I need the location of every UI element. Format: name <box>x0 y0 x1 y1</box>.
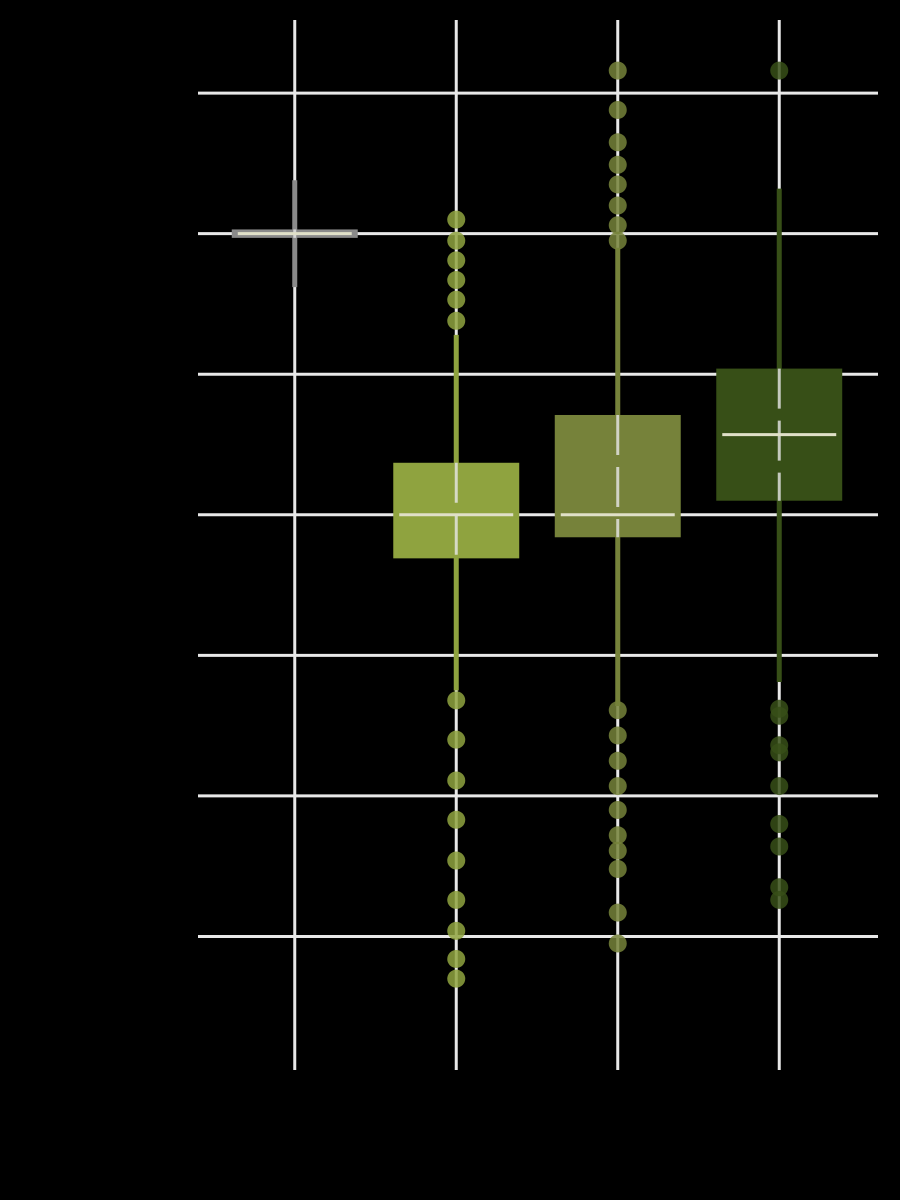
outlier <box>447 210 466 229</box>
outlier <box>608 859 627 878</box>
outlier <box>447 921 466 940</box>
outlier <box>447 311 466 330</box>
outlier <box>770 890 789 909</box>
outlier <box>608 826 627 845</box>
outlier <box>447 691 466 710</box>
outlier <box>447 890 466 909</box>
outlier <box>608 100 627 119</box>
outlier <box>770 61 789 80</box>
outlier <box>447 810 466 829</box>
outlier <box>608 175 627 194</box>
outlier <box>608 934 627 953</box>
outlier <box>447 271 466 290</box>
outlier <box>447 290 466 309</box>
outlier <box>447 251 466 270</box>
outlier <box>608 777 627 796</box>
outlier <box>447 969 466 988</box>
outlier <box>608 751 627 770</box>
outlier <box>770 878 789 897</box>
outlier <box>608 726 627 745</box>
outlier <box>608 133 627 152</box>
outlier <box>608 216 627 235</box>
outlier <box>770 837 789 856</box>
outlier <box>447 949 466 968</box>
outlier <box>608 61 627 80</box>
outlier <box>770 815 789 834</box>
outlier <box>608 841 627 860</box>
outlier <box>447 771 466 790</box>
outlier <box>770 743 789 762</box>
outlier <box>608 903 627 922</box>
outlier <box>608 701 627 720</box>
outlier <box>447 730 466 749</box>
outlier <box>770 777 789 796</box>
outlier <box>447 231 466 250</box>
outlier <box>608 155 627 174</box>
outlier <box>447 851 466 870</box>
outlier <box>608 231 627 250</box>
outlier <box>608 196 627 215</box>
outlier <box>770 706 789 725</box>
outlier <box>608 800 627 819</box>
